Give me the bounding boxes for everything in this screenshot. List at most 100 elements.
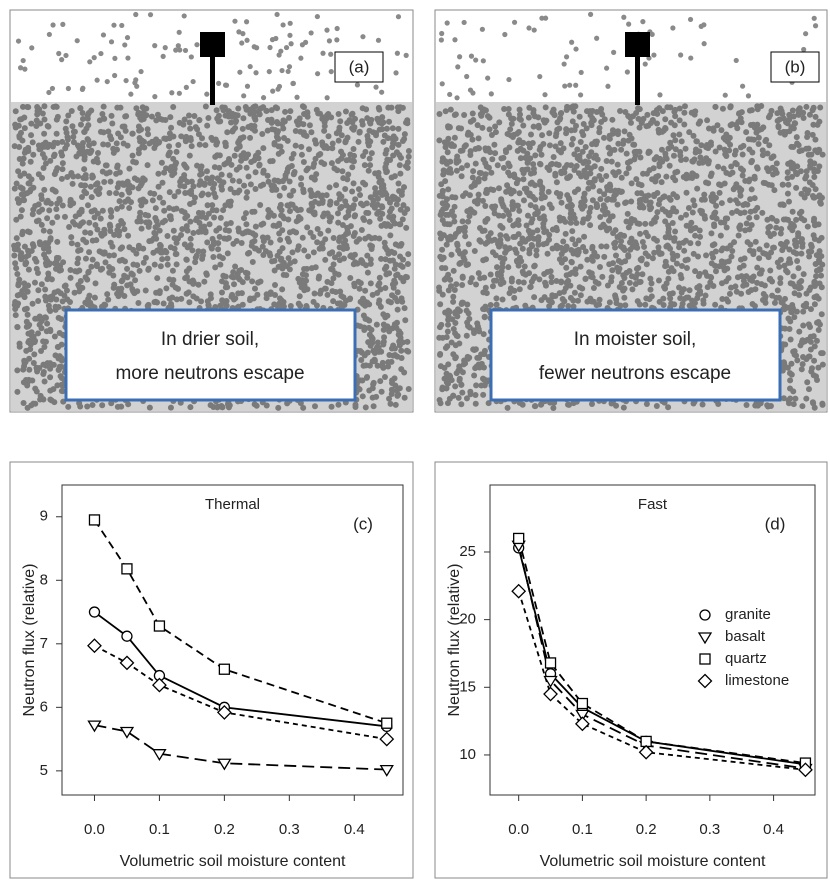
particle [582,191,588,197]
particle [342,186,348,192]
particle [25,282,31,288]
particle [158,243,164,249]
particle [473,382,479,388]
particle [381,327,387,333]
particle [569,236,575,242]
particle [166,276,172,282]
particle [329,160,335,166]
particle [543,283,549,289]
particle [601,135,607,141]
particle [562,61,567,66]
particle [255,280,261,286]
particle [362,149,368,155]
particle [470,168,476,174]
particle [138,218,144,224]
particle [301,247,307,253]
particle [32,280,38,286]
particle [28,159,34,165]
particle [15,324,21,330]
particle [47,260,53,266]
particle [41,165,47,171]
particle [126,205,132,211]
particle [59,153,65,159]
particle [509,276,515,282]
particle [231,281,237,287]
particle [167,130,173,136]
particle [395,392,401,398]
particle [44,215,50,221]
particle [31,334,37,340]
particle [184,257,190,263]
particle [260,182,266,188]
particle [392,352,398,358]
particle [171,228,177,234]
particle [811,174,817,180]
particle [458,382,464,388]
particle [239,40,244,45]
particle [398,330,404,336]
particle [531,294,537,300]
particle [280,125,286,131]
particle [360,122,366,128]
particle [800,309,806,315]
particle [253,246,259,252]
particle [633,110,639,116]
particle [590,183,596,189]
particle [329,404,335,410]
particle [367,156,373,162]
particle [288,21,293,26]
particle [124,282,130,288]
particle [240,302,246,308]
particle [397,171,403,177]
particle [167,149,173,155]
particle [248,181,254,187]
particle [618,259,624,265]
particle [544,269,550,275]
particle [80,219,86,225]
particle [611,241,617,247]
particle [337,196,343,202]
particle [362,352,368,358]
particle [300,42,305,47]
particle [818,201,824,207]
particle [236,29,241,34]
particle [485,75,490,80]
particle [125,35,130,40]
particle [547,142,553,148]
particle [71,139,77,145]
particle [440,193,446,199]
particle [465,219,471,225]
particle [26,356,32,362]
particle [287,179,293,185]
particle [370,129,376,135]
particle [104,291,110,297]
particle [812,137,818,143]
particle [28,132,34,138]
particle [118,134,124,140]
particle [187,219,193,225]
particle [644,401,650,407]
particle [370,381,376,387]
particle [609,267,615,273]
particle [351,233,357,239]
particle [285,138,291,144]
particle [506,77,511,82]
particle [190,183,196,189]
particle [360,202,366,208]
particle [735,274,741,280]
particle [70,181,76,187]
particle [677,295,683,301]
particle [133,77,138,82]
particle [33,259,39,265]
particle [159,249,165,255]
particle [464,262,470,268]
particle [267,45,272,50]
particle [301,159,307,165]
particle [336,127,342,133]
particle [179,176,185,182]
particle [712,302,718,308]
particle [539,16,544,21]
particle [150,250,156,256]
particle [175,142,181,148]
particle [219,404,225,410]
